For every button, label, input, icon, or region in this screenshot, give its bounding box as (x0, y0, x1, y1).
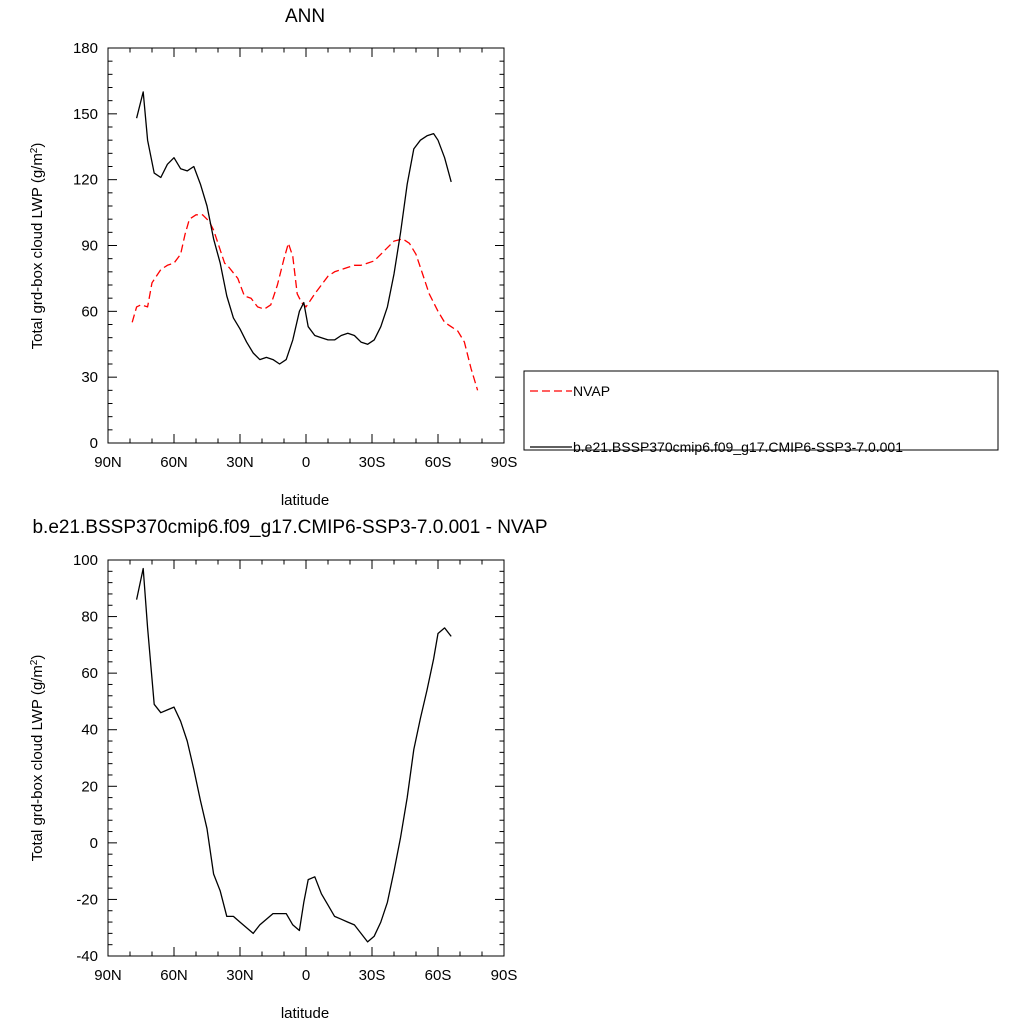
y-tick-label: 30 (81, 369, 98, 386)
chart-title: ANN (285, 6, 325, 27)
y-tick-label: 80 (81, 609, 98, 626)
x-tick-label: 90N (94, 454, 122, 471)
chart-annual-mean: ANN 90N 60N 30N 0 30S 60S 90S0306090120150180 … (29, 6, 999, 509)
chart-difference: b.e21.BSSP370cmip6.f09_g17.CMIP6-SSP3-7.… (29, 517, 548, 1022)
y-tick-label: 180 (73, 40, 98, 57)
y-tick-label: -40 (76, 948, 98, 965)
legend: NVAP b.e21.BSSP370cmip6.f09_g17.CMIP6-SS… (523, 370, 999, 455)
x-tick-label: 30S (359, 454, 386, 471)
y-axis-label: Total grd-box cloud LWP (g/m2) (29, 655, 47, 862)
y-tick-label: 90 (81, 238, 98, 255)
series-line-difference (135, 567, 452, 943)
axis-ticks (107, 47, 505, 444)
x-tick-label: 30N (226, 454, 254, 471)
y-tick-label: -20 (76, 891, 98, 908)
x-tick-label: 90S (491, 967, 518, 984)
plot-frame (107, 47, 505, 444)
y-tick-label: 0 (90, 835, 98, 852)
legend-label-model: b.e21.BSSP370cmip6.f09_g17.CMIP6-SSP3-7.… (573, 439, 903, 455)
tick-labels: 90N 60N 30N 0 30S 60S 90S 0 30 60 90 120 150 180 (73, 40, 517, 471)
x-tick-label: 0 (302, 454, 310, 471)
x-tick-label: 30N (226, 967, 254, 984)
x-tick-label: 60S (425, 967, 452, 984)
series-line-nvap (131, 214, 479, 391)
chart-title: b.e21.BSSP370cmip6.f09_g17.CMIP6-SSP3-7.… (32, 517, 547, 538)
axis-ticks (107, 559, 505, 957)
tick-labels: 90N 60N 30N 0 30S 60S 90S -40 -20 0 20 40 60 80 100 (73, 552, 517, 984)
legend-label-nvap: NVAP (573, 383, 610, 399)
y-tick-label: 40 (81, 722, 98, 739)
y-tick-label: 0 (90, 435, 98, 452)
series-layer (131, 91, 479, 391)
y-tick-label: 100 (73, 552, 98, 569)
series-layer (135, 567, 452, 943)
y-tick-label: 20 (81, 778, 98, 795)
x-tick-label: 0 (302, 967, 310, 984)
y-tick-label: 120 (73, 172, 98, 189)
y-tick-label: 150 (73, 106, 98, 123)
y-axis-label: Total grd-box cloud LWP (g/m2) (29, 143, 47, 350)
x-tick-label: 60N (160, 454, 188, 471)
x-tick-label: 90S (491, 454, 518, 471)
legend-box (523, 370, 999, 451)
x-tick-label: 60S (425, 454, 452, 471)
plot-frame (107, 559, 505, 957)
series-line-model (135, 91, 452, 365)
x-tick-label: 90N (94, 967, 122, 984)
y-tick-label: 60 (81, 665, 98, 682)
x-axis-label: latitude (281, 1005, 329, 1022)
y-tick-label: 60 (81, 303, 98, 320)
x-tick-label: 30S (359, 967, 386, 984)
x-tick-label: 60N (160, 967, 188, 984)
x-axis-label: latitude (281, 492, 329, 509)
